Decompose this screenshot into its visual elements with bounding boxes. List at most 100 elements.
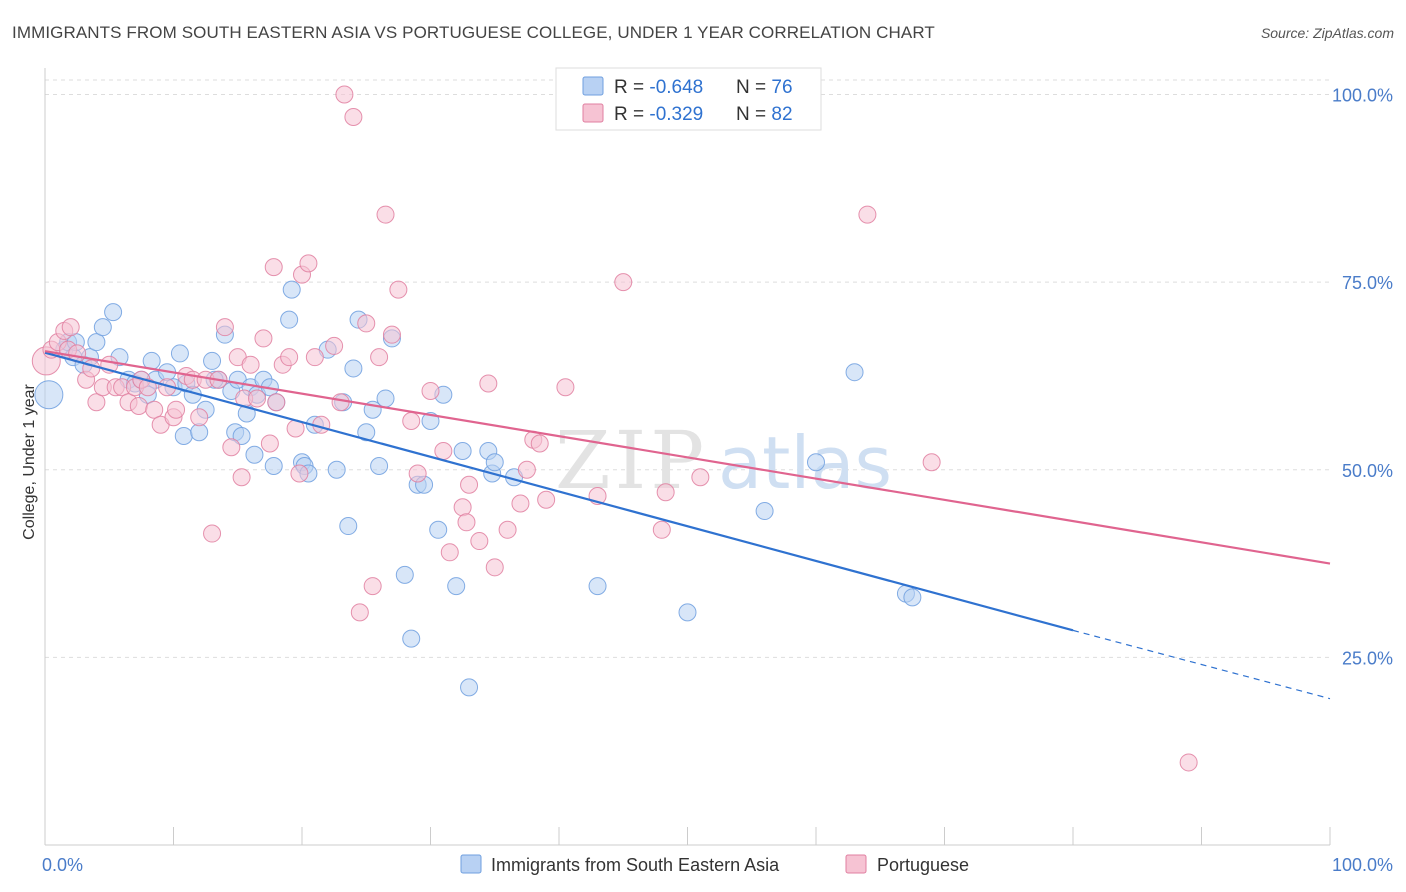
pink-point-84 — [922, 453, 941, 472]
pink-point-5 — [61, 318, 80, 337]
pink-point-56 — [370, 348, 389, 367]
pink-point-9 — [87, 393, 106, 412]
pink-point-44 — [290, 464, 309, 483]
pink-point-85 — [1179, 753, 1198, 772]
pink-point-83 — [858, 205, 877, 224]
pink-point-54 — [357, 314, 376, 333]
blue-point-0 — [34, 380, 64, 410]
pink-point-66 — [457, 513, 476, 532]
pink-point-49 — [325, 336, 344, 355]
blue-point-39 — [264, 457, 283, 476]
legend-pink-label: Portuguese — [877, 855, 969, 875]
stats-blue-r-value: -0.648 — [649, 77, 703, 98]
pink-point-72 — [511, 494, 530, 513]
y-tick-label-3: 100.0% — [1332, 86, 1393, 106]
series-pink-points — [31, 85, 1198, 772]
pink-point-36 — [248, 389, 267, 408]
blue-point-7 — [87, 333, 106, 352]
x-tick-labels: 0.0% 100.0% — [42, 855, 1393, 875]
blue-point-67 — [460, 678, 479, 697]
pink-point-19 — [145, 400, 164, 419]
pink-point-16 — [129, 396, 148, 415]
blue-point-76 — [845, 363, 864, 382]
y-tick-labels: 25.0% 50.0% 75.0% 100.0% — [1332, 86, 1393, 669]
pink-point-82 — [691, 468, 710, 487]
stats-blue-n-value: 76 — [771, 77, 792, 98]
pink-point-47 — [305, 348, 324, 367]
blue-point-65 — [447, 577, 466, 596]
blue-point-32 — [232, 426, 251, 445]
pink-point-52 — [344, 108, 363, 127]
stats-pink-n-value: 82 — [771, 104, 792, 125]
blue-point-41 — [280, 310, 299, 329]
pink-point-79 — [614, 273, 633, 292]
pink-point-35 — [241, 355, 260, 374]
y-axis-label: College, Under 1 year — [21, 384, 38, 540]
pink-point-37 — [254, 329, 273, 348]
legend-pink-swatch — [845, 854, 867, 874]
blue-trend-extension — [1072, 629, 1331, 700]
blue-point-53 — [357, 423, 376, 442]
pink-point-30 — [215, 318, 234, 337]
trend-lines — [44, 350, 1331, 700]
stats-pink-r-label: R = — [614, 104, 649, 125]
blue-trend-line — [44, 351, 1074, 632]
axes — [44, 68, 1331, 846]
blue-point-23 — [190, 423, 209, 442]
blue-point-25 — [203, 351, 222, 370]
pink-point-60 — [402, 411, 421, 430]
pink-point-65 — [453, 498, 472, 517]
gridlines — [45, 79, 1330, 658]
blue-point-55 — [370, 457, 389, 476]
blue-point-9 — [104, 303, 123, 322]
watermark-zip: ZIP — [555, 414, 708, 507]
source-label: Source: ZipAtlas.com — [1260, 25, 1394, 41]
pink-point-26 — [190, 408, 209, 427]
watermark: ZIP atlas — [555, 414, 892, 507]
blue-point-56 — [376, 389, 395, 408]
blue-point-42 — [282, 280, 301, 299]
pink-point-77 — [556, 378, 575, 397]
blue-point-62 — [421, 411, 440, 430]
pink-point-51 — [335, 85, 354, 104]
pink-point-55 — [363, 577, 382, 596]
blue-point-51 — [344, 359, 363, 378]
pink-point-40 — [267, 393, 286, 412]
pink-point-64 — [440, 543, 459, 562]
svg-text:R = -0.648: R = -0.648 — [614, 77, 703, 98]
blue-point-78 — [903, 588, 922, 607]
pink-point-33 — [232, 468, 251, 487]
blue-point-74 — [755, 502, 774, 521]
svg-text:N = 82: N = 82 — [736, 104, 793, 125]
pink-point-31 — [222, 438, 241, 457]
pink-point-46 — [299, 254, 318, 273]
pink-point-71 — [498, 520, 517, 539]
legend-blue-swatch — [460, 854, 482, 874]
pink-point-75 — [530, 434, 549, 453]
stats-pink-r-value: -0.329 — [649, 104, 703, 125]
blue-point-73 — [678, 603, 697, 622]
blue-point-66 — [453, 441, 472, 460]
stats-blue-swatch — [582, 76, 604, 96]
svg-text:N = 76: N = 76 — [736, 77, 793, 98]
pink-point-28 — [203, 524, 222, 543]
stats-pink-n-label: N = — [736, 104, 771, 125]
blue-point-75 — [807, 453, 825, 472]
blue-point-20 — [174, 426, 193, 445]
y-tick-label-1: 50.0% — [1342, 461, 1393, 481]
blue-point-59 — [402, 629, 421, 648]
blue-point-19 — [170, 344, 189, 363]
pink-point-68 — [470, 532, 489, 551]
blue-point-70 — [485, 453, 504, 472]
pink-point-38 — [260, 434, 279, 453]
pink-point-80 — [652, 520, 671, 539]
pink-point-39 — [264, 258, 283, 277]
x-tick-label-0: 0.0% — [42, 855, 83, 875]
pink-point-18 — [138, 378, 157, 397]
pink-point-69 — [479, 374, 498, 393]
blue-point-35 — [245, 445, 264, 464]
pink-point-59 — [389, 280, 408, 299]
blue-point-48 — [327, 460, 346, 479]
pink-trend-line — [44, 350, 1331, 565]
